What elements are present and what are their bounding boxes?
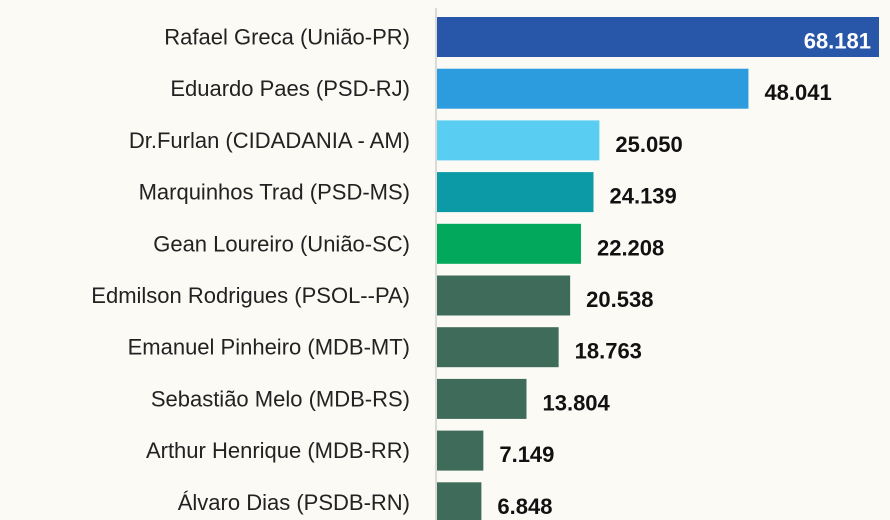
category-label: Álvaro Dias (PSDB-RN): [178, 490, 410, 515]
bar: [437, 482, 482, 520]
value-label: 68.181: [804, 29, 871, 54]
bar: [437, 378, 527, 419]
category-label: Gean Loureiro (União-SC): [153, 231, 410, 256]
category-label: Emanuel Pinheiro (MDB-MT): [128, 335, 410, 360]
bar: [437, 17, 879, 57]
value-label: 13.804: [542, 390, 610, 415]
bar: [437, 172, 594, 213]
value-label: 6.848: [497, 494, 552, 519]
value-label: 20.538: [586, 287, 653, 312]
value-label: 18.763: [575, 339, 642, 364]
bar: [437, 430, 484, 471]
category-label: Marquinhos Trad (PSD-MS): [139, 180, 410, 205]
category-label: Dr.Furlan (CIDADANIA - AM): [129, 128, 410, 153]
bar: [437, 68, 749, 109]
category-label: Sebastião Melo (MDB-RS): [151, 386, 410, 411]
category-label: Edmilson Rodrigues (PSOL--PA): [91, 283, 410, 308]
bar: [437, 327, 559, 368]
bar: [437, 120, 600, 161]
category-label: Rafael Greca (União-PR): [164, 25, 410, 50]
value-label: 22.208: [597, 235, 664, 260]
value-label: 25.050: [615, 132, 682, 157]
category-label: Arthur Henrique (MDB-RR): [146, 438, 410, 463]
value-label: 24.139: [609, 184, 676, 209]
value-label: 7.149: [499, 442, 554, 467]
category-label: Eduardo Paes (PSD-RJ): [170, 76, 410, 101]
bar: [437, 223, 581, 264]
bar: [437, 275, 571, 316]
value-label: 48.041: [764, 80, 831, 105]
